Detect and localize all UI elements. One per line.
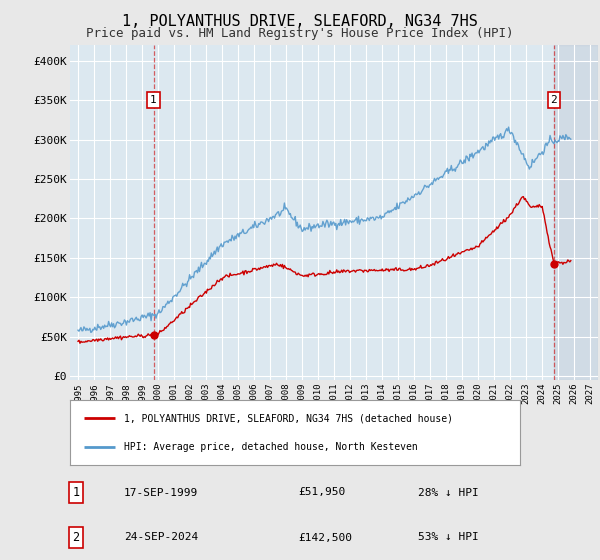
Text: 1, POLYANTHUS DRIVE, SLEAFORD, NG34 7HS: 1, POLYANTHUS DRIVE, SLEAFORD, NG34 7HS: [122, 14, 478, 29]
Text: 1: 1: [150, 95, 157, 105]
Text: 24-SEP-2024: 24-SEP-2024: [124, 533, 198, 543]
Text: £51,950: £51,950: [298, 488, 345, 497]
Text: 2: 2: [550, 95, 557, 105]
Text: 2: 2: [73, 531, 80, 544]
Text: Price paid vs. HM Land Registry's House Price Index (HPI): Price paid vs. HM Land Registry's House …: [86, 27, 514, 40]
Text: HPI: Average price, detached house, North Kesteven: HPI: Average price, detached house, Nort…: [124, 442, 418, 452]
Text: 17-SEP-1999: 17-SEP-1999: [124, 488, 198, 497]
Text: 53% ↓ HPI: 53% ↓ HPI: [418, 533, 479, 543]
Text: 28% ↓ HPI: 28% ↓ HPI: [418, 488, 479, 497]
Text: £142,500: £142,500: [298, 533, 352, 543]
Bar: [554, 45, 598, 380]
Text: 1: 1: [73, 486, 80, 499]
Text: 1, POLYANTHUS DRIVE, SLEAFORD, NG34 7HS (detached house): 1, POLYANTHUS DRIVE, SLEAFORD, NG34 7HS …: [124, 413, 453, 423]
